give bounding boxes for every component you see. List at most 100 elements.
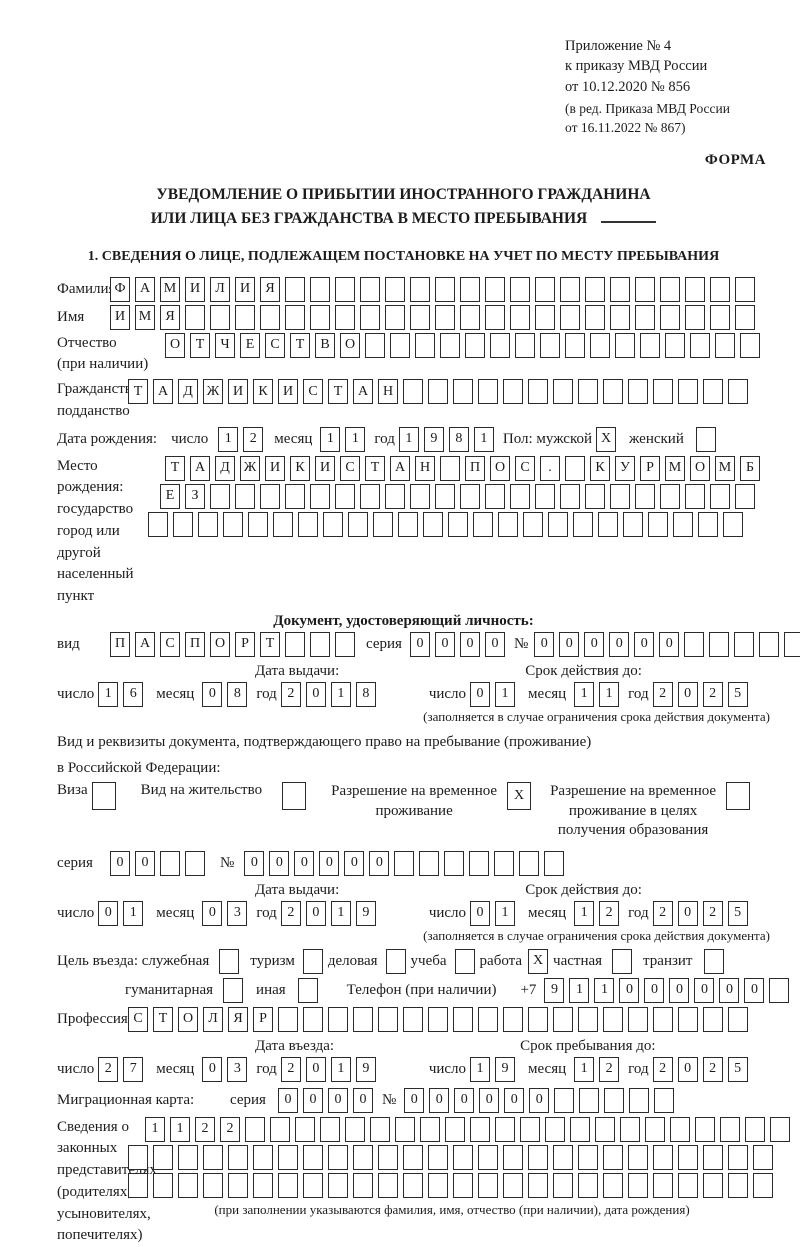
surname-cells-box[interactable]: А: [135, 276, 155, 302]
representatives-cells-row3-box[interactable]: [578, 1172, 598, 1198]
representatives-cells-row1-box[interactable]: [320, 1116, 340, 1142]
doc-valid-year-cells-box[interactable]: 5: [727, 681, 748, 707]
birth-place-cells-row1-box[interactable]: Ж: [240, 455, 260, 481]
phone-cells-box[interactable]: 0: [694, 977, 715, 1003]
profession-cells-box[interactable]: [453, 1006, 473, 1032]
representatives-cells-row2-box[interactable]: [478, 1144, 498, 1170]
patronymic-cells-box[interactable]: [490, 332, 510, 358]
birth-place-cells-row3-box[interactable]: [548, 511, 568, 537]
birth-month-cells-box[interactable]: 1: [345, 426, 366, 452]
stay-day-cells-box[interactable]: 1: [470, 1056, 491, 1082]
birth-place-cells-row2-box[interactable]: [385, 483, 405, 509]
birth-place-cells-row3-box[interactable]: [523, 511, 543, 537]
profession-cells-box[interactable]: С: [128, 1006, 148, 1032]
phone-cells-box[interactable]: [769, 977, 790, 1003]
name-cells-box[interactable]: [685, 304, 705, 330]
birth-place-cells-row1-box[interactable]: С: [515, 455, 535, 481]
entry-year-cells-box[interactable]: 0: [305, 1056, 326, 1082]
birth-place-cells-row3-box[interactable]: [173, 511, 193, 537]
surname-cells-box[interactable]: [360, 276, 380, 302]
profession-cells-box[interactable]: [528, 1006, 548, 1032]
name-cells-box[interactable]: [385, 304, 405, 330]
entry-month-cells-box[interactable]: 0: [202, 1056, 223, 1082]
representatives-cells-row1-box[interactable]: [345, 1116, 365, 1142]
purpose-humanitarian-checkbox-box[interactable]: [223, 977, 244, 1003]
stay-year-cells-box[interactable]: 2: [652, 1056, 673, 1082]
profession-cells-box[interactable]: Л: [203, 1006, 223, 1032]
birth-place-cells-row2-box[interactable]: [410, 483, 430, 509]
res-issue-year-cells-box[interactable]: 0: [305, 900, 326, 926]
entry-day-cells-box[interactable]: 7: [123, 1056, 144, 1082]
res-number-cells-box[interactable]: 0: [269, 850, 290, 876]
birth-place-cells-row1-box[interactable]: О: [490, 455, 510, 481]
res-valid-year-cells-box[interactable]: 5: [727, 900, 748, 926]
birth-place-cells-row3-box[interactable]: [623, 511, 643, 537]
birth-place-cells-row1-box[interactable]: Т: [365, 455, 385, 481]
representatives-cells-row1-box[interactable]: [370, 1116, 390, 1142]
profession-cells-box[interactable]: О: [178, 1006, 198, 1032]
doc-kind-cells-box[interactable]: [310, 631, 330, 657]
doc-series-cells-box[interactable]: 0: [409, 631, 430, 657]
birth-place-cells-row2-box[interactable]: [610, 483, 630, 509]
surname-cells-box[interactable]: [335, 276, 355, 302]
representatives-cells-row3-box[interactable]: [153, 1172, 173, 1198]
birth-place-cells-row1-box[interactable]: И: [315, 455, 335, 481]
res-number-cells-box[interactable]: [544, 850, 565, 876]
patronymic-cells-box[interactable]: [390, 332, 410, 358]
surname-cells-box[interactable]: [385, 276, 405, 302]
representatives-cells-row1-box[interactable]: [495, 1116, 515, 1142]
res-issue-day-cells-box[interactable]: 1: [123, 900, 144, 926]
birth-place-cells-row3-box[interactable]: [373, 511, 393, 537]
birth-place-cells-row2-box[interactable]: [735, 483, 755, 509]
birth-place-cells-row3-box[interactable]: [323, 511, 343, 537]
profession-cells-box[interactable]: [578, 1006, 598, 1032]
doc-number-cells-box[interactable]: [684, 631, 705, 657]
profession-cells-box[interactable]: [703, 1006, 723, 1032]
mig-number-cells-box[interactable]: [654, 1087, 675, 1113]
representatives-cells-row1-box[interactable]: [520, 1116, 540, 1142]
birth-place-cells-row2-box[interactable]: [710, 483, 730, 509]
birth-place-cells-row3-box[interactable]: [273, 511, 293, 537]
profession-cells-box[interactable]: [303, 1006, 323, 1032]
surname-cells-box[interactable]: [285, 276, 305, 302]
birth-place-cells-row1-box[interactable]: С: [340, 455, 360, 481]
birth-place-cells-row3-box[interactable]: [698, 511, 718, 537]
patronymic-cells-box[interactable]: [565, 332, 585, 358]
citizenship-cells-box[interactable]: Т: [328, 379, 348, 405]
birth-place-cells-row1-box[interactable]: П: [465, 455, 485, 481]
birth-place-cells-row3-box[interactable]: [673, 511, 693, 537]
surname-cells-box[interactable]: [610, 276, 630, 302]
mig-number-cells-box[interactable]: [629, 1087, 650, 1113]
representatives-cells-row1-box[interactable]: [470, 1116, 490, 1142]
representatives-cells-row3-box[interactable]: [653, 1172, 673, 1198]
patronymic-cells-box[interactable]: Е: [240, 332, 260, 358]
surname-cells-box[interactable]: [310, 276, 330, 302]
res-number-cells-box[interactable]: 0: [244, 850, 265, 876]
res-series-cells-box[interactable]: 0: [110, 850, 130, 876]
res-issue-month-cells-box[interactable]: 3: [227, 900, 248, 926]
name-cells-box[interactable]: [560, 304, 580, 330]
representatives-cells-row3-box[interactable]: [728, 1172, 748, 1198]
mig-number-cells-box[interactable]: 0: [479, 1087, 500, 1113]
profession-cells-box[interactable]: Я: [228, 1006, 248, 1032]
stay-day-cells-box[interactable]: 9: [495, 1056, 516, 1082]
doc-valid-year-cells-box[interactable]: 0: [677, 681, 698, 707]
birth-place-cells-row1-box[interactable]: А: [190, 455, 210, 481]
purpose-other-checkbox-box[interactable]: [297, 977, 318, 1003]
doc-kind-cells-box[interactable]: П: [185, 631, 205, 657]
stay-year-cells-box[interactable]: 2: [702, 1056, 723, 1082]
patronymic-cells-box[interactable]: [715, 332, 735, 358]
patronymic-cells-box[interactable]: О: [340, 332, 360, 358]
representatives-cells-row2-box[interactable]: [153, 1144, 173, 1170]
representatives-cells-row2-box[interactable]: [353, 1144, 373, 1170]
doc-valid-year-cells-box[interactable]: 2: [702, 681, 723, 707]
res-valid-month-cells-box[interactable]: 2: [599, 900, 620, 926]
representatives-cells-row2-box[interactable]: [528, 1144, 548, 1170]
res-valid-day-cells-box[interactable]: 1: [495, 900, 516, 926]
surname-cells-box[interactable]: И: [235, 276, 255, 302]
res-number-cells-box[interactable]: [419, 850, 440, 876]
doc-number-cells-box[interactable]: 0: [634, 631, 655, 657]
profession-cells-box[interactable]: [403, 1006, 423, 1032]
birth-place-cells-row2-box[interactable]: [435, 483, 455, 509]
doc-number-cells-box[interactable]: 0: [659, 631, 680, 657]
